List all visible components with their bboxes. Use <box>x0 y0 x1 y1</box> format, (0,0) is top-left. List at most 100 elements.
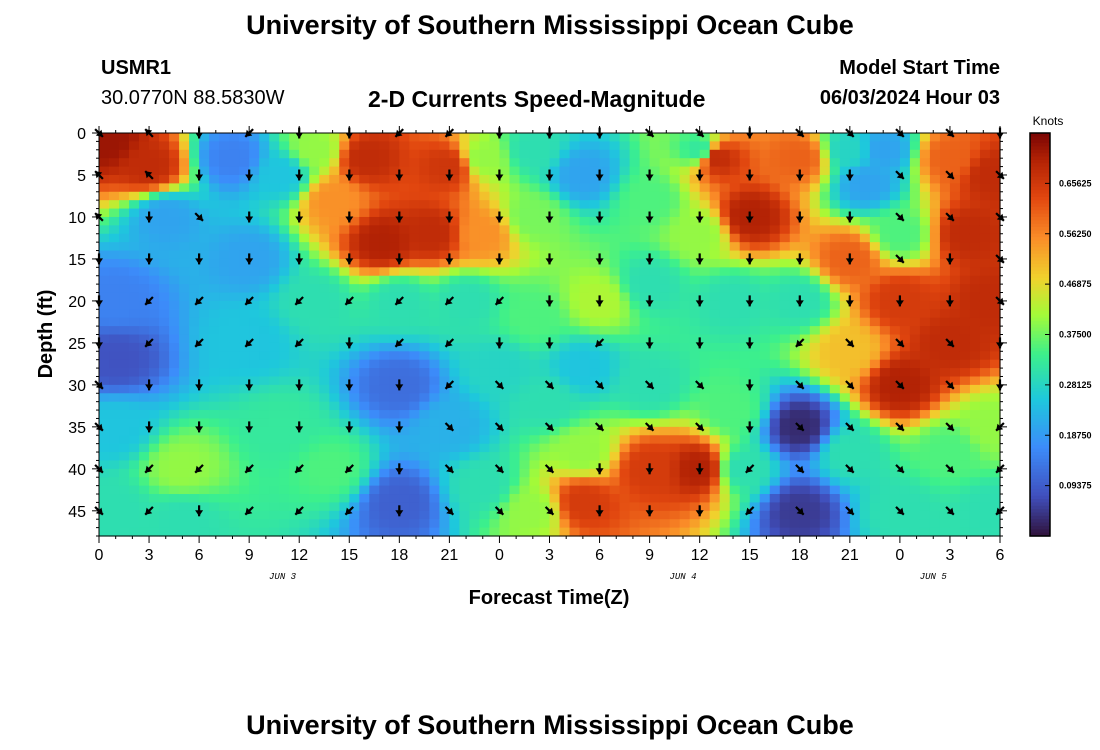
heatmap-cell <box>279 384 290 394</box>
current-vector <box>195 169 204 181</box>
heatmap-cell <box>139 334 150 344</box>
heatmap-cell <box>369 267 380 277</box>
heatmap-cell <box>889 200 901 210</box>
heatmap-cell <box>149 258 160 268</box>
heatmap-cell <box>439 317 450 327</box>
current-vector <box>444 506 455 516</box>
heatmap-cell <box>529 384 541 394</box>
heatmap-cell <box>779 410 791 420</box>
heatmap-cell <box>669 376 681 386</box>
heatmap-cell <box>839 510 851 520</box>
heatmap-cell <box>749 275 761 285</box>
heatmap-cell <box>979 208 991 218</box>
heatmap-cell <box>329 133 340 142</box>
heatmap-cell <box>509 426 521 436</box>
heatmap-cell <box>889 133 901 142</box>
heatmap-cell <box>499 435 511 445</box>
heatmap-cell <box>829 460 841 470</box>
heatmap-cell <box>939 443 951 453</box>
heatmap-cell <box>319 368 330 378</box>
heatmap-cell <box>659 519 671 529</box>
heatmap-cell <box>699 267 711 277</box>
heatmap-cell <box>989 435 1001 445</box>
heatmap-cell <box>419 494 430 504</box>
heatmap-cell <box>519 384 531 394</box>
heatmap-cell <box>519 376 531 386</box>
heatmap-cell <box>669 393 681 403</box>
heatmap-cell <box>639 393 651 403</box>
heatmap-cell <box>169 317 180 327</box>
heatmap-cell <box>589 510 601 520</box>
heatmap-cell <box>909 393 921 403</box>
heatmap-cell <box>969 208 981 218</box>
heatmap-cell <box>749 317 761 327</box>
heatmap-cell <box>979 250 991 260</box>
heatmap-cell <box>409 250 420 260</box>
heatmap-cell <box>369 275 380 285</box>
heatmap-cell <box>689 174 701 184</box>
heatmap-cell <box>629 141 641 151</box>
heatmap-cell <box>549 401 561 411</box>
heatmap-cell <box>169 267 180 277</box>
heatmap-cell <box>119 233 130 243</box>
heatmap-cell <box>199 149 210 159</box>
heatmap-cell <box>499 359 511 369</box>
heatmap-cell <box>279 435 290 445</box>
heatmap-cell <box>549 393 561 403</box>
heatmap-cell <box>429 460 440 470</box>
current-vector <box>595 505 604 517</box>
heatmap-cell <box>529 510 541 520</box>
heatmap-cell <box>889 284 901 294</box>
current-vector <box>695 463 704 475</box>
heatmap-cell <box>329 166 340 176</box>
heatmap-cell <box>969 250 981 260</box>
heatmap-cell <box>159 485 170 495</box>
heatmap-cell <box>219 384 230 394</box>
heatmap-cell <box>799 133 811 142</box>
heatmap-cell <box>929 468 941 478</box>
heatmap-cell <box>279 359 290 369</box>
heatmap-cell <box>419 410 430 420</box>
current-vector <box>945 422 955 432</box>
heatmap-cell <box>639 443 651 453</box>
heatmap-cell <box>429 300 440 310</box>
heatmap-cell <box>429 133 440 142</box>
heatmap-cell <box>279 216 290 226</box>
heatmap-cell <box>659 510 671 520</box>
day-label: JUN 3 <box>269 572 297 582</box>
heatmap-cell <box>429 200 440 210</box>
heatmap-cell <box>939 141 951 151</box>
heatmap-cell <box>409 477 420 487</box>
heatmap-cell <box>869 250 881 260</box>
heatmap-cell <box>769 452 781 462</box>
heatmap-cell <box>449 502 460 512</box>
heatmap-cell <box>399 326 410 336</box>
heatmap-cell <box>919 443 931 453</box>
heatmap-cell <box>279 300 290 310</box>
heatmap-cell <box>189 418 200 428</box>
heatmap-cell <box>459 393 471 403</box>
current-vector <box>494 380 505 390</box>
heatmap-cell <box>329 258 340 268</box>
heatmap-cell <box>439 485 450 495</box>
heatmap-cell <box>149 510 160 520</box>
heatmap-cell <box>269 309 280 319</box>
heatmap-cell <box>949 326 961 336</box>
heatmap-cell <box>359 166 370 176</box>
heatmap-cell <box>349 368 360 378</box>
heatmap-cell <box>589 174 601 184</box>
heatmap-cell <box>629 384 641 394</box>
heatmap-cell <box>679 485 691 495</box>
heatmap-cell <box>889 426 901 436</box>
heatmap-cell <box>939 166 951 176</box>
heatmap-cell <box>729 435 741 445</box>
heatmap-cell <box>359 485 370 495</box>
heatmap-cell <box>389 468 400 478</box>
heatmap-cell <box>549 460 561 470</box>
heatmap-cell <box>199 435 210 445</box>
current-vector <box>895 170 905 180</box>
heatmap-cell <box>969 468 981 478</box>
heatmap-cell <box>899 284 911 294</box>
heatmap-cell <box>339 258 350 268</box>
heatmap-cell <box>549 133 561 142</box>
